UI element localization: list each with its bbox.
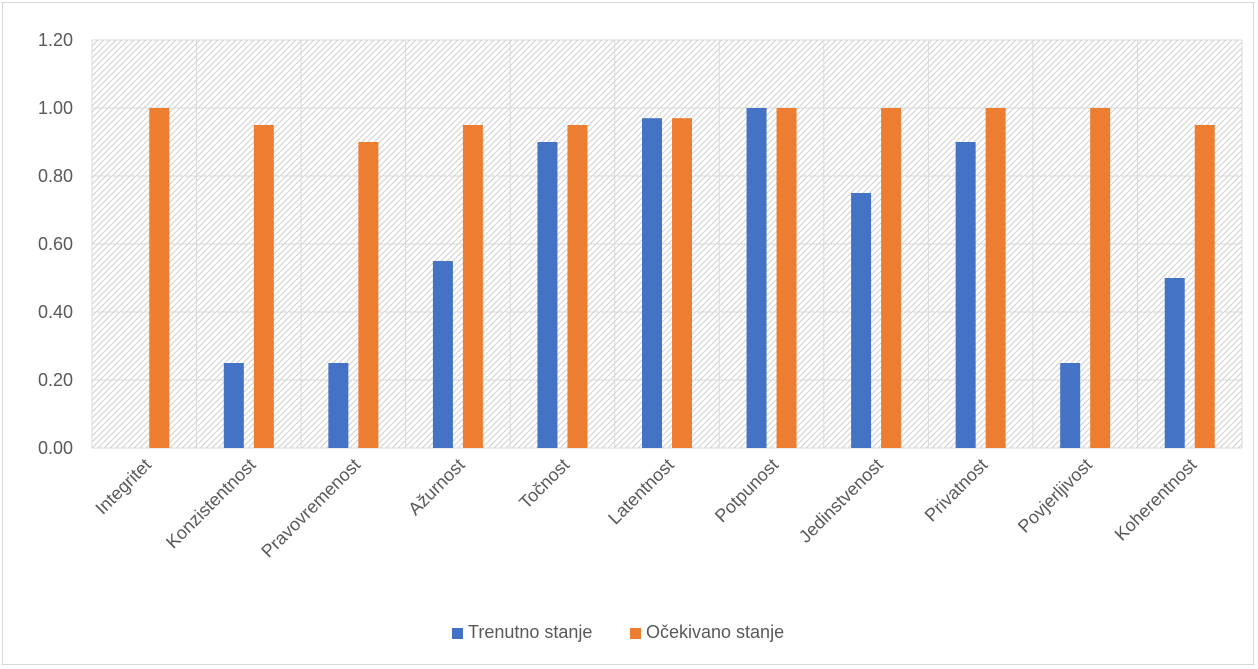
bar-trenutno — [642, 118, 662, 448]
x-tick-label: Pravovremenost — [257, 455, 364, 562]
x-tick-label: Točnost — [515, 455, 573, 513]
x-tick-label: Potpunost — [711, 455, 782, 526]
y-tick-label: 0.80 — [38, 166, 73, 186]
bar-ocekivano — [567, 125, 588, 448]
y-tick-label: 0.40 — [38, 302, 73, 322]
bar-ocekivano — [253, 125, 274, 448]
y-tick-label: 0.00 — [38, 438, 73, 458]
bar-trenutno — [432, 261, 453, 448]
bar-ocekivano — [1194, 125, 1215, 448]
legend-swatch — [452, 628, 463, 639]
bar-trenutno — [1164, 278, 1185, 448]
bar-ocekivano — [1090, 108, 1111, 448]
y-axis-ticks: 0.00 0.20 0.40 0.60 0.80 1.00 1.20 — [38, 30, 73, 458]
legend: Trenutno stanje Očekivano stanje — [452, 622, 784, 642]
legend-swatch — [630, 628, 641, 639]
bars — [149, 108, 1215, 448]
bar-ocekivano — [985, 108, 1006, 448]
x-tick-label: Koherentnost — [1111, 455, 1201, 545]
bar-trenutno — [851, 193, 872, 448]
bar-ocekivano — [881, 108, 902, 448]
bar-ocekivano — [672, 118, 692, 448]
bar-trenutno — [955, 142, 976, 448]
bar-trenutno — [223, 363, 244, 448]
x-tick-label: Ažurnost — [404, 455, 468, 519]
x-tick-label: Jedinstvenost — [795, 455, 887, 547]
bar-ocekivano — [149, 108, 170, 448]
legend-label: Očekivano stanje — [646, 622, 784, 642]
bar-ocekivano — [776, 108, 797, 448]
bar-ocekivano — [358, 142, 379, 448]
y-tick-label: 0.20 — [38, 370, 73, 390]
bar-trenutno — [1060, 363, 1081, 448]
y-tick-label: 1.20 — [38, 30, 73, 50]
bar-trenutno — [746, 108, 767, 448]
x-tick-label: Integritet — [91, 455, 155, 519]
x-tick-label: Konzistentnost — [162, 455, 260, 553]
x-tick-label: Privatnost — [921, 455, 992, 526]
x-tick-label: Povjerljivost — [1014, 455, 1096, 537]
bar-trenutno — [328, 363, 349, 448]
grid-lines — [91, 39, 1243, 449]
legend-label: Trenutno stanje — [468, 622, 592, 642]
bar-trenutno — [537, 142, 558, 448]
x-tick-label: Latentnost — [604, 455, 678, 529]
y-tick-label: 1.00 — [38, 98, 73, 118]
bar-ocekivano — [462, 125, 483, 448]
y-tick-label: 0.60 — [38, 234, 73, 254]
